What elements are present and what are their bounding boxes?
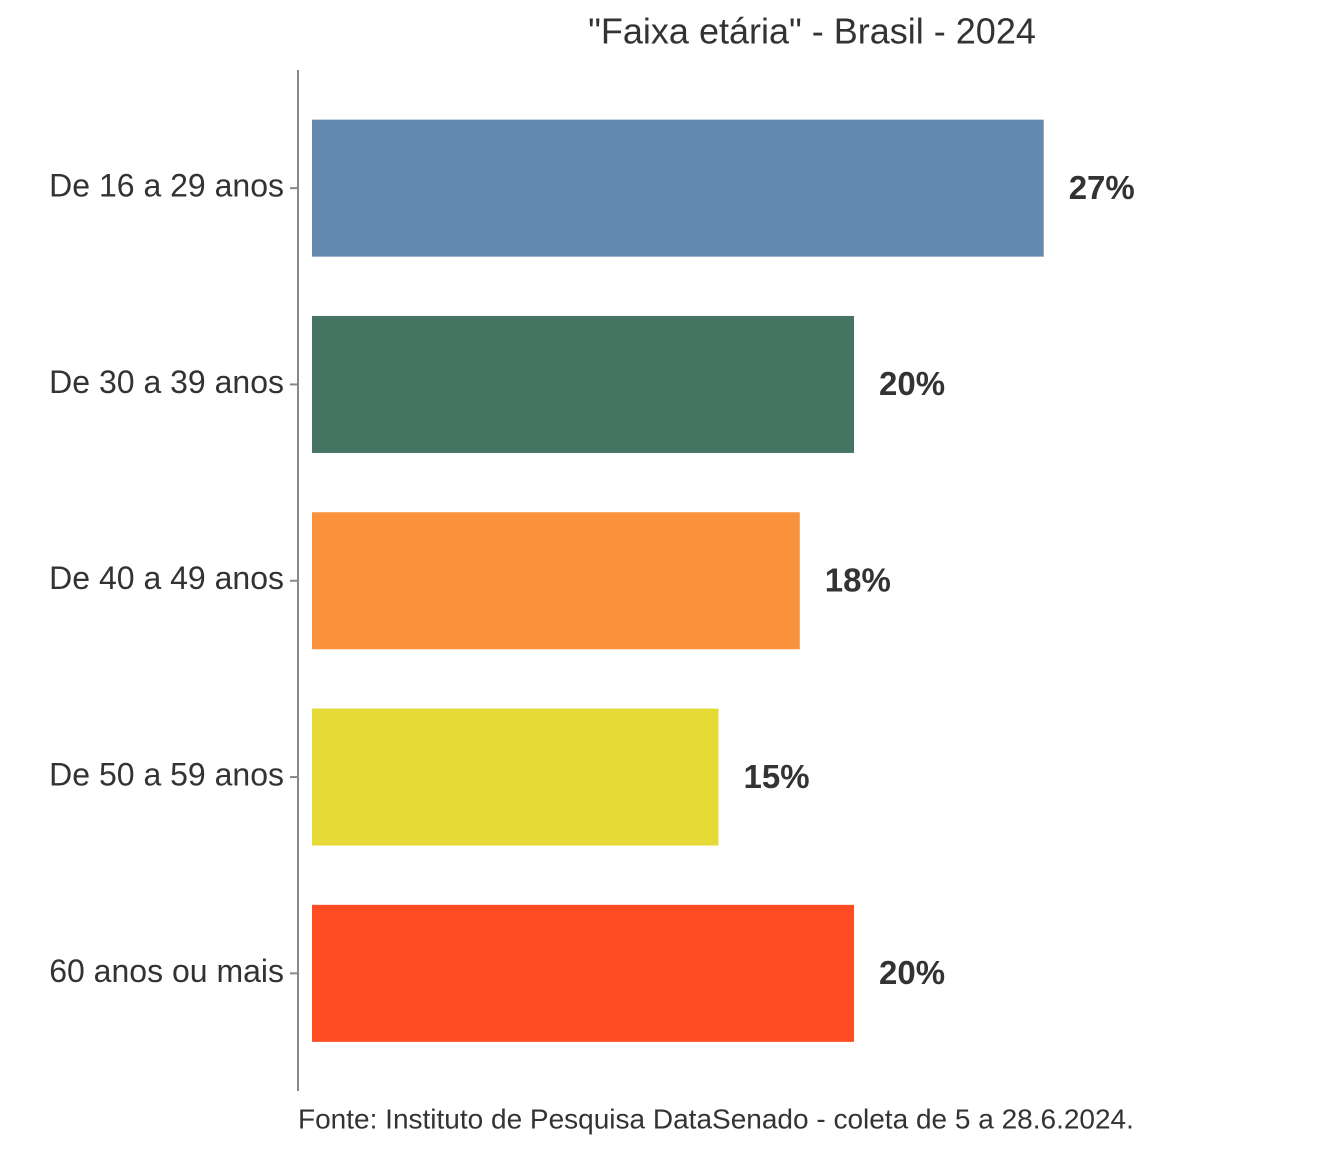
value-label: 20% <box>879 365 945 402</box>
value-label: 18% <box>825 561 891 598</box>
bar <box>312 904 854 1042</box>
y-tick-label: De 30 a 39 anos <box>49 364 284 400</box>
y-tick-label: 60 anos ou mais <box>49 953 284 989</box>
value-label: 20% <box>879 954 945 991</box>
bar <box>312 315 854 453</box>
bar <box>312 512 800 650</box>
bar <box>312 119 1044 257</box>
value-label: 15% <box>744 758 810 795</box>
value-label: 27% <box>1069 169 1135 206</box>
bar <box>312 708 719 846</box>
chart-title: "Faixa etária" - Brasil - 2024 <box>588 11 1036 52</box>
y-tick-label: De 40 a 49 anos <box>49 560 284 596</box>
y-tick-label: De 16 a 29 anos <box>49 168 284 204</box>
caption: Fonte: Instituto de Pesquisa DataSenado … <box>298 1103 1134 1134</box>
y-tick-label: De 50 a 59 anos <box>49 757 284 793</box>
